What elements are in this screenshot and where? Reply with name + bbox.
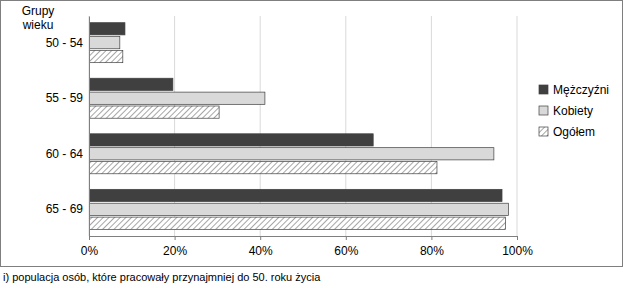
x-axis: 0% 20% 40% 60% 80% 100% [81, 236, 533, 258]
y-axis: 50 - 54 55 - 59 60 - 64 65 - 69 [46, 17, 90, 237]
tick: 100% [502, 236, 533, 258]
tick: 20% [163, 236, 187, 258]
tick-label: 20% [163, 244, 187, 258]
tick-label: 65 - 69 [46, 202, 84, 216]
legend-swatch [539, 106, 548, 115]
bars [89, 23, 508, 230]
tick-label: 100% [502, 244, 533, 258]
tick-label: 60 - 64 [46, 147, 84, 161]
axis-line [89, 17, 90, 237]
bar [89, 106, 219, 118]
chart-frame [1, 1, 623, 267]
bar [89, 134, 373, 146]
bar [89, 148, 494, 160]
grid-line [517, 16, 518, 236]
bar [89, 203, 508, 215]
annotation: i) populacja osób, które pracowały przyn… [3, 271, 321, 283]
axis-title: Grupywieku [22, 4, 55, 32]
tick-mark [89, 236, 90, 240]
legend-swatch [539, 127, 548, 136]
series-bars [89, 50, 505, 229]
chart: 0% 20% 40% 60% 80% 100% 50 - 54 55 - 59 60 - 64 6… [0, 0, 623, 288]
tick-label: 50 - 54 [46, 36, 84, 50]
bar [89, 92, 265, 104]
legend-item: Mężczyźni [539, 83, 609, 97]
legend: Mężczyźni Kobiety Ogółem [539, 83, 609, 139]
tick: 50 - 54 [46, 36, 89, 50]
plot: 0% 20% 40% 60% 80% 100% 50 - 54 55 - 59 60 - 64 6… [46, 16, 534, 258]
legend-item: Ogółem [539, 125, 595, 139]
tick: 40% [249, 236, 273, 258]
bar [89, 217, 505, 229]
grid [89, 16, 517, 236]
tick-mark [175, 236, 176, 240]
bar [89, 78, 173, 90]
tick-mark [431, 236, 432, 240]
grid-line [89, 16, 90, 236]
legend-label: Ogółem [553, 125, 595, 139]
series-bars [89, 23, 502, 202]
bar [89, 37, 120, 49]
tick-label: 80% [420, 244, 444, 258]
tick-label: 60% [334, 244, 358, 258]
tick: 60 - 64 [46, 147, 89, 161]
bar [89, 50, 123, 62]
tick: 80% [420, 236, 444, 258]
tick-mark [260, 236, 261, 240]
axis-line [90, 237, 518, 241]
tick-label: 40% [249, 244, 273, 258]
legend-swatch [539, 85, 548, 94]
bar [89, 189, 502, 201]
tick-label: 0% [81, 244, 99, 258]
tick: 65 - 69 [46, 202, 89, 216]
bar [89, 23, 125, 35]
bar [89, 162, 437, 174]
legend-item: Kobiety [539, 104, 593, 118]
tick: 0% [81, 236, 99, 258]
tick: 60% [334, 236, 358, 258]
tick-label: 55 - 59 [46, 91, 84, 105]
tick: 55 - 59 [46, 91, 89, 105]
tick-mark [517, 236, 518, 240]
series-bars [89, 37, 508, 216]
legend-label: Mężczyźni [553, 83, 609, 97]
tick-mark [346, 236, 347, 240]
legend-label: Kobiety [553, 104, 593, 118]
